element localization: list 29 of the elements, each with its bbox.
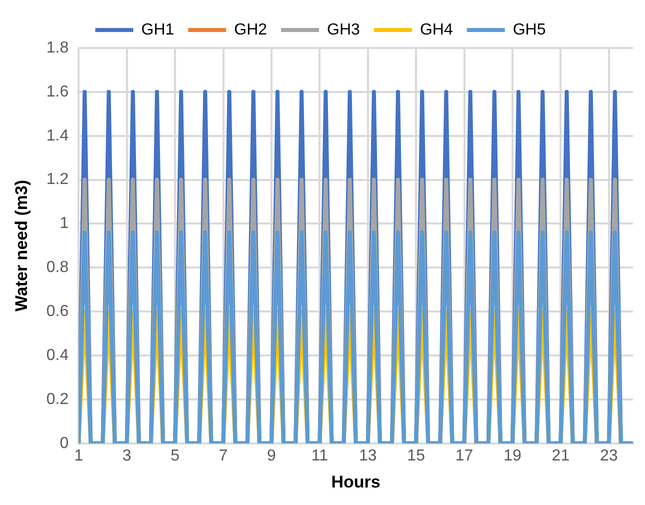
x-tick-label: 17	[455, 447, 474, 464]
x-tick-label: 23	[600, 447, 618, 464]
x-axis-title: Hours	[331, 472, 380, 492]
y-tick-label: 1	[60, 215, 69, 232]
y-axis-title: Water need (m3)	[12, 180, 31, 312]
x-tick-label: 13	[358, 447, 377, 464]
y-tick-label: 1.8	[46, 39, 69, 56]
x-tick-label: 7	[218, 447, 228, 464]
y-tick-label: 1.4	[46, 127, 69, 144]
legend-label: GH3	[327, 21, 360, 38]
x-tick-label: 19	[504, 447, 522, 464]
y-tick-label: 1.2	[46, 171, 69, 188]
x-tick-label: 11	[311, 447, 328, 464]
legend-label: GH1	[141, 21, 174, 38]
y-tick-label: 0	[60, 434, 69, 452]
legend-label: GH4	[420, 21, 453, 38]
legend-label: GH5	[512, 21, 546, 38]
legend-label: GH2	[234, 21, 268, 38]
x-tick-label: 21	[552, 447, 570, 464]
y-tick-label: 0.6	[46, 303, 69, 320]
x-tick-label: 5	[170, 447, 180, 464]
x-tick-label: 3	[122, 447, 132, 464]
x-tick-label: 15	[407, 447, 426, 464]
x-tick-label: 9	[267, 447, 276, 464]
y-tick-label: 0.2	[46, 390, 69, 408]
y-tick-label: 0.8	[46, 259, 69, 276]
y-tick-label: 0.4	[46, 346, 69, 364]
y-tick-label: 1.6	[46, 83, 69, 100]
x-tick-label: 1	[74, 447, 84, 464]
